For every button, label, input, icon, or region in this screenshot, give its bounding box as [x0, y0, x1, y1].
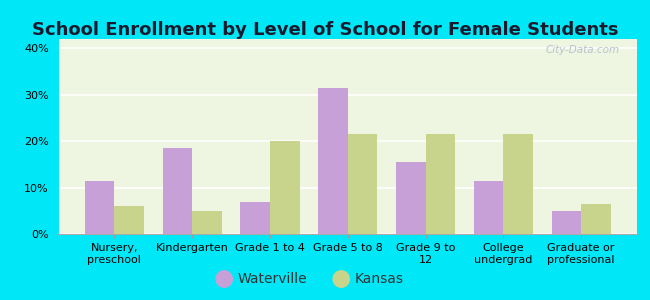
Bar	[114, 206, 144, 234]
Text: School Enrollment by Level of School for Female Students: School Enrollment by Level of School for…	[32, 21, 618, 39]
Bar	[474, 181, 503, 234]
Text: Waterville: Waterville	[237, 272, 307, 286]
Text: City-Data.com: City-Data.com	[545, 45, 619, 55]
Bar	[426, 134, 455, 234]
Bar	[162, 148, 192, 234]
Bar	[503, 134, 533, 234]
Bar	[192, 211, 222, 234]
Bar	[84, 181, 114, 234]
Bar	[348, 134, 377, 234]
Bar	[270, 141, 300, 234]
Bar	[318, 88, 348, 234]
Bar	[396, 162, 426, 234]
Bar	[240, 202, 270, 234]
Bar	[552, 211, 581, 234]
Text: Kansas: Kansas	[354, 272, 403, 286]
Bar	[581, 204, 611, 234]
